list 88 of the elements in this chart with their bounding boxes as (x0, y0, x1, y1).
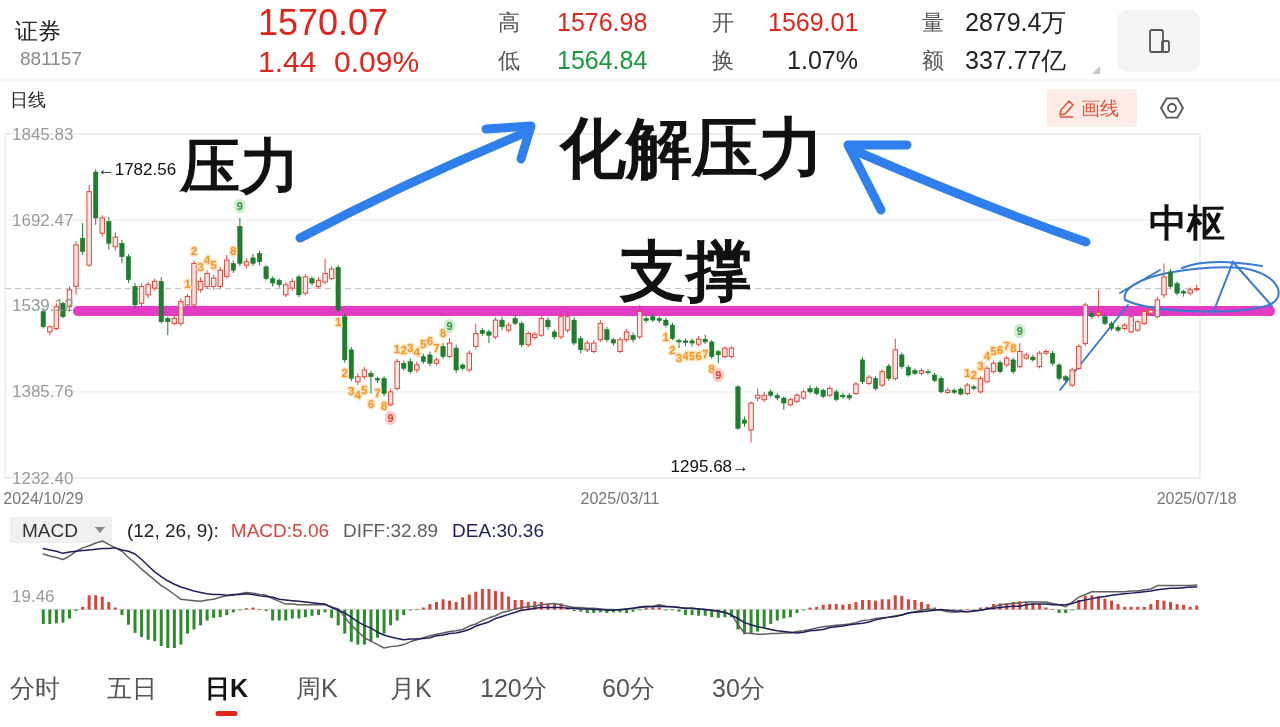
text: 1 (394, 342, 401, 355)
text: 5 (689, 350, 696, 363)
text: 2 (190, 244, 198, 257)
text: 3 (675, 352, 683, 365)
text: 4 (983, 350, 991, 363)
text: 9 (387, 412, 394, 425)
text: 4 (204, 254, 211, 267)
text: 9 (236, 200, 243, 213)
text: DIFF:32.89 (343, 519, 439, 541)
text: 9 (446, 320, 453, 333)
text: 30分 (712, 674, 765, 702)
x-tick-label: 2024/10/29 (3, 489, 84, 507)
text: 量 (922, 9, 944, 35)
text: 6 (367, 397, 375, 410)
text: 1 (964, 366, 971, 379)
text: 7 (702, 348, 709, 361)
text: 1 (335, 315, 342, 328)
text: 低 (498, 47, 520, 73)
annotation: 压力 (178, 132, 300, 200)
text: 1564.84 (557, 46, 648, 74)
text: 证券 (15, 18, 61, 44)
chart-title: 日线 (10, 90, 46, 110)
text: 月K (390, 674, 432, 702)
text: 4 (354, 389, 361, 402)
text: 9 (1016, 325, 1023, 338)
text: 7 (433, 341, 440, 354)
y-tick-label: 1692.47 (12, 210, 74, 230)
text: 4 (682, 349, 689, 362)
text: 5 (990, 345, 997, 358)
text: 3 (977, 360, 984, 373)
text: 分时 (10, 674, 60, 702)
text: 337.77亿 (965, 46, 1067, 74)
y-tick-label: 1845.83 (12, 124, 74, 144)
annotation: ←1782.56 (97, 159, 177, 179)
text: 881157 (20, 47, 82, 69)
text: 开 (712, 9, 734, 35)
text: 2 (400, 344, 407, 357)
text: MACD:5.06 (230, 519, 330, 541)
text: 4 (413, 345, 420, 358)
annotation: 19.46 (12, 586, 55, 606)
annotation: 1295.68→ (670, 457, 750, 477)
annotation: 中枢 (1149, 202, 1226, 244)
text: 1570.07 (258, 1, 389, 43)
text: 五日 (107, 674, 157, 702)
text: DEA:30.36 (452, 519, 544, 541)
annotation: 化解压力 (557, 111, 824, 185)
text: 2879.4万 (965, 8, 1067, 36)
text: 0.09% (334, 44, 420, 78)
text: 9 (715, 369, 722, 382)
text: 6 (695, 350, 702, 363)
text: 1569.01 (768, 8, 859, 36)
text: 3 (348, 385, 355, 398)
text: 画线 (1081, 97, 1119, 119)
text: 8 (1010, 341, 1017, 354)
text: 5 (210, 258, 217, 271)
y-tick-label: 1232.40 (12, 468, 74, 488)
x-tick-label: 2025/07/18 (1156, 489, 1237, 507)
text: 2 (669, 344, 676, 357)
text: 60分 (602, 674, 655, 702)
text: 8 (439, 327, 447, 340)
text: 额 (922, 47, 944, 73)
text: 1 (662, 331, 669, 344)
text: 2 (341, 366, 348, 379)
text: 1 (184, 277, 191, 290)
text: 1.44 (258, 44, 317, 78)
text: 7 (1003, 339, 1010, 352)
text: 3 (407, 342, 414, 355)
text: 8 (708, 362, 715, 375)
text: 8 (381, 400, 388, 413)
text: 1576.98 (557, 8, 648, 36)
text: 6 (997, 344, 1004, 357)
text: 120分 (480, 674, 547, 702)
y-tick-label: 1385.76 (12, 382, 74, 402)
x-tick-label: 2025/03/11 (580, 489, 660, 507)
text: 7 (374, 386, 381, 399)
text: 3 (197, 261, 204, 274)
text: 高 (498, 9, 520, 35)
text: 5 (420, 337, 427, 350)
chart-title: MACD (22, 519, 78, 541)
text: 8 (230, 244, 237, 257)
text: 1.07% (787, 46, 858, 74)
text: 换 (712, 47, 734, 73)
text: 5 (361, 383, 368, 396)
ref-line-label: 支撑 (619, 234, 753, 309)
text: 2 (970, 368, 977, 381)
text: 日K (205, 674, 249, 702)
text: 周K (296, 674, 338, 702)
chart-subtitle: (12, 26, 9): (126, 519, 219, 541)
